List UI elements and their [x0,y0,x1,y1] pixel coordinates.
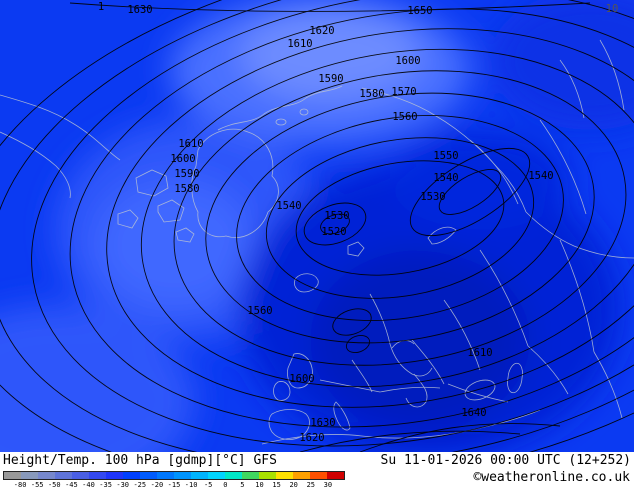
contour-label: 1590 [174,168,199,180]
contour-label: 1620 [299,432,324,444]
height-contours [0,0,634,452]
contour-label: 1520 [321,226,346,238]
valid-time: Su 11-01-2026 00:00 UTC (12+252) [380,453,631,468]
contour-label: 1610 [467,347,492,359]
colorbar-tick: -20 [150,481,164,489]
temperature-shading [0,0,634,452]
colorbar-tick: -25 [133,481,147,489]
colorbar-segment [4,472,21,479]
colorbar-segment [72,472,89,479]
contour-label: 1640 [461,407,486,419]
colorbar-tick: -50 [47,481,61,489]
colorbar-ticks: -80 -55 -50 -45 -40 -35 -30 -25 -20 -15 -10 -5 0 5 10 1… [3,481,345,490]
contour-label: 1600 [289,373,314,385]
contour-label: 1 [98,1,104,13]
colorbar-tick: 10 [255,481,264,489]
colorbar-tick: -55 [30,481,44,489]
colorbar-tick: -30 [116,481,130,489]
weather-map: 1630 165016201610160015901570158015601610… [0,0,634,452]
colorbar-segment [106,472,123,479]
colorbar-segment [157,472,174,479]
info-bar: Height/Temp. 100 hPa [gdmp][°C] GFS Su 1… [0,452,634,490]
contour-label: 1540 [433,172,458,184]
temperature-colorbar [3,471,345,480]
contour-label: 1560 [392,111,417,123]
colorbar-tick: -35 [99,481,112,489]
colorbar-tick: 30 [323,481,333,489]
colorbar-segment [259,472,276,479]
contour-labels: 1630 165016201610160015901570158015601610… [98,1,618,444]
contour-label: 1620 [309,25,334,37]
contour-label: 1570 [391,86,416,98]
colorbar-segment [225,472,242,479]
contour-label: 1600 [170,153,195,165]
contour-label: 1580 [359,88,384,100]
colorbar-segment [55,472,72,479]
contour-label: 1530 [324,210,349,222]
contour-label: 1540 [528,170,553,182]
colorbar-segment [276,472,293,479]
contour-label: 1610 [287,38,312,50]
contour-label: 1650 [407,5,432,17]
coastlines [0,39,634,445]
contour-label: 1630 [127,4,152,16]
colorbar-segment [21,472,38,479]
colorbar-tick: -80 [13,481,27,489]
contour-label: 1610 [178,138,203,150]
copyright: ©weatheronline.co.uk [473,470,630,485]
colorbar-segment [89,472,106,479]
contour-label: 10 [606,3,619,15]
colorbar-segment [327,472,344,479]
colorbar-segment [174,472,191,479]
colorbar-tick: -10 [184,481,198,489]
contour-label: 1630 [310,417,335,429]
contour-label: 1530 [420,191,445,203]
colorbar-tick: -40 [82,481,95,489]
contour-label: 1580 [174,183,199,195]
contour-label: 1540 [276,200,301,212]
colorbar-segment [310,472,327,479]
colorbar-segment [191,472,208,479]
map-title: Height/Temp. 100 hPa [gdmp][°C] GFS [3,453,277,468]
title-row: Height/Temp. 100 hPa [gdmp][°C] GFS Su 1… [0,452,634,468]
colorbar-tick: -15 [167,481,181,489]
colorbar-tick: 5 [240,481,245,489]
colorbar-tick: 15 [272,481,281,489]
contour-label: 1550 [433,150,458,162]
contour-label: 1590 [318,73,343,85]
colorbar-tick: 20 [289,481,298,489]
colorbar-segment [140,472,157,479]
colorbar-segment [38,472,55,479]
colorbar-tick: -5 [203,481,213,489]
colorbar-tick: 0 [223,481,228,489]
contour-label: 1600 [395,55,420,67]
colorbar-segment [208,472,225,479]
colorbar-tick: -45 [65,481,78,489]
colorbar-tick: 25 [306,481,316,489]
colorbar-segment [123,472,140,479]
colorbar-segment [293,472,310,479]
colorbar-segment [242,472,259,479]
scale-row: -80 -55 -50 -45 -40 -35 -30 -25 -20 -15 -10 -5 0 5 10 1… [0,468,634,490]
contour-label: 1560 [247,305,272,317]
